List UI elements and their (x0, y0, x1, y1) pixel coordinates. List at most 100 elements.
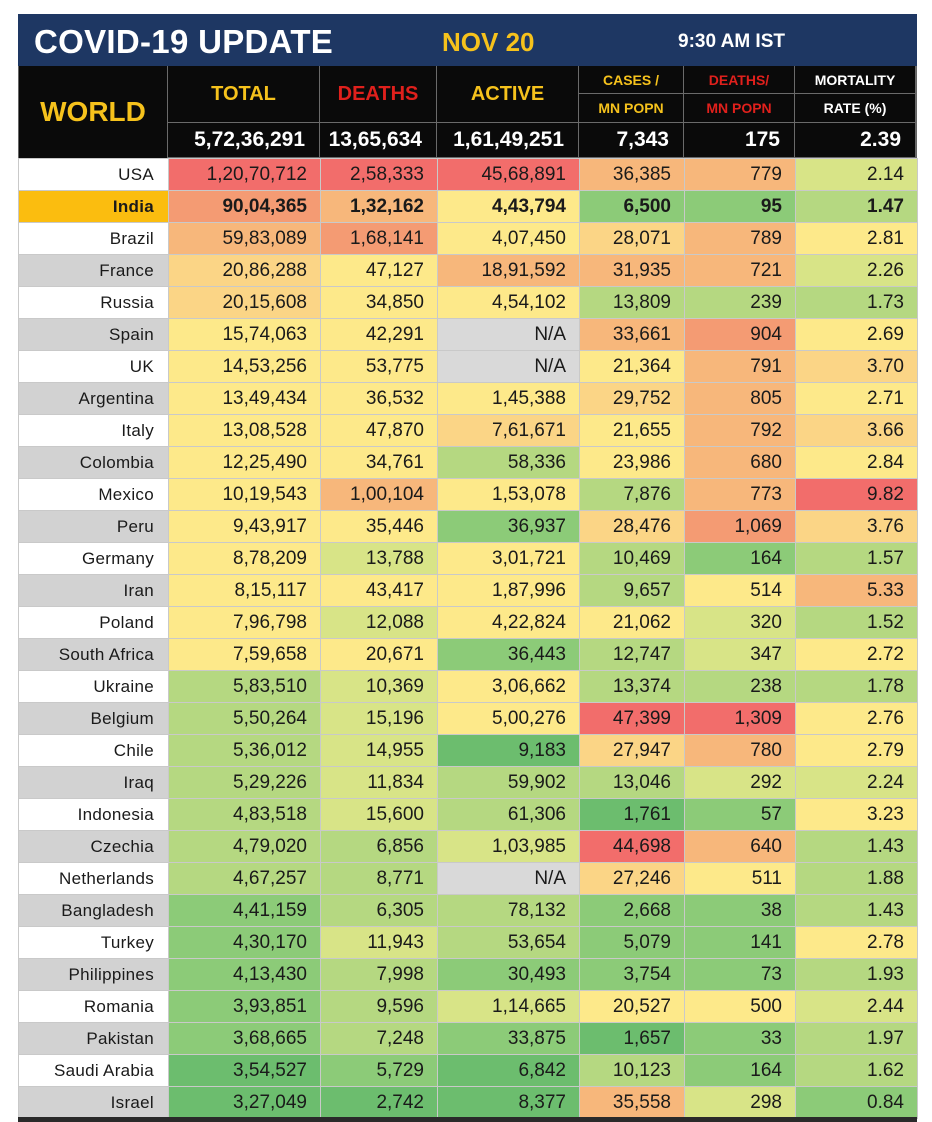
table-row: Argentina 13,49,434 36,532 1,45,388 29,752 80… (18, 382, 918, 415)
table-row: Iran 8,15,117 43,417 1,87,996 9,657 514 5.33 (18, 574, 918, 607)
cell-active: 4,22,824 (437, 606, 580, 639)
cell-active: N/A (437, 350, 580, 383)
country-name: UK (18, 350, 169, 383)
cell-mortality: 1.47 (795, 190, 918, 223)
page-title: COVID-19 UPDATE (34, 23, 334, 60)
table-row: Romania 3,93,851 9,596 1,14,665 20,527 500 2.4… (18, 990, 918, 1023)
table-row: Czechia 4,79,020 6,856 1,03,985 44,698 640 1.4… (18, 830, 918, 863)
country-name: Turkey (18, 926, 169, 959)
cell-total: 3,93,851 (168, 990, 321, 1023)
cell-mortality: 1.57 (795, 542, 918, 575)
cell-active: 6,842 (437, 1054, 580, 1087)
country-name: Bangladesh (18, 894, 169, 927)
cell-total: 59,83,089 (168, 222, 321, 255)
cell-active: N/A (437, 862, 580, 895)
country-name: Peru (18, 510, 169, 543)
covid-update-sheet: COVID-19 UPDATE NOV 20 9:30 AM IST WORLD… (18, 14, 918, 1119)
cell-mortality: 1.88 (795, 862, 918, 895)
country-table: USA 1,20,70,712 2,58,333 45,68,891 36,385 779… (18, 158, 918, 1119)
cell-deaths: 43,417 (320, 574, 438, 607)
table-row: Philippines 4,13,430 7,998 30,493 3,754 73 1.9… (18, 958, 918, 991)
cell-total: 13,08,528 (168, 414, 321, 447)
cell-active: 4,43,794 (437, 190, 580, 223)
cell-active: 5,00,276 (437, 702, 580, 735)
cell-total: 5,36,012 (168, 734, 321, 767)
cell-deaths: 11,834 (320, 766, 438, 799)
cell-mortality: 1.78 (795, 670, 918, 703)
cell-total: 3,68,665 (168, 1022, 321, 1055)
cell-active: 45,68,891 (437, 158, 580, 191)
cell-deaths-per-mn: 292 (684, 766, 796, 799)
cell-deaths-per-mn: 721 (684, 254, 796, 287)
cell-active: 4,54,102 (437, 286, 580, 319)
cell-deaths-per-mn: 1,069 (684, 510, 796, 543)
cell-mortality: 2.14 (795, 158, 918, 191)
table-row: Belgium 5,50,264 15,196 5,00,276 47,399 1,309… (18, 702, 918, 735)
cell-deaths-per-mn: 347 (684, 638, 796, 671)
table-row: Saudi Arabia 3,54,527 5,729 6,842 10,123 164 1… (18, 1054, 918, 1087)
cell-active: 53,654 (437, 926, 580, 959)
country-name: Indonesia (18, 798, 169, 831)
country-name: Mexico (18, 478, 169, 511)
cell-mortality: 2.78 (795, 926, 918, 959)
cell-active: 36,937 (437, 510, 580, 543)
country-rows: USA 1,20,70,712 2,58,333 45,68,891 36,385 779… (18, 158, 918, 1119)
table-row: Chile 5,36,012 14,955 9,183 27,947 780 2.79 (18, 734, 918, 767)
cell-total: 1,20,70,712 (168, 158, 321, 191)
bottom-border (18, 1117, 917, 1122)
cell-cases-per-mn: 36,385 (579, 158, 685, 191)
cell-cases-per-mn: 44,698 (579, 830, 685, 863)
cell-deaths: 2,742 (320, 1086, 438, 1119)
cell-active: 18,91,592 (437, 254, 580, 287)
mortality-header-line1: MORTALITY (795, 66, 915, 94)
cell-mortality: 3.76 (795, 510, 918, 543)
cell-total: 12,25,490 (168, 446, 321, 479)
country-name: Italy (18, 414, 169, 447)
table-row: France 20,86,288 47,127 18,91,592 31,935 721 2… (18, 254, 918, 287)
cell-deaths-per-mn: 791 (684, 350, 796, 383)
cell-deaths: 7,248 (320, 1022, 438, 1055)
country-name: South Africa (18, 638, 169, 671)
cell-deaths: 13,788 (320, 542, 438, 575)
cell-cases-per-mn: 1,657 (579, 1022, 685, 1055)
cell-deaths: 34,761 (320, 446, 438, 479)
mortality-header-line2: RATE (%) (823, 100, 887, 116)
cell-deaths-per-mn: 1,309 (684, 702, 796, 735)
table-row: UK 14,53,256 53,775 N/A 21,364 791 3.70 (18, 350, 918, 383)
table-row: Poland 7,96,798 12,088 4,22,824 21,062 320 1.5… (18, 606, 918, 639)
cell-deaths: 6,856 (320, 830, 438, 863)
cell-total: 5,83,510 (168, 670, 321, 703)
cell-deaths-per-mn: 792 (684, 414, 796, 447)
country-name: Romania (18, 990, 169, 1023)
cell-deaths: 8,771 (320, 862, 438, 895)
cell-mortality: 1.93 (795, 958, 918, 991)
cell-total: 3,27,049 (168, 1086, 321, 1119)
cell-deaths: 6,305 (320, 894, 438, 927)
title-bar: COVID-19 UPDATE NOV 20 9:30 AM IST (18, 14, 917, 66)
country-name: Ukraine (18, 670, 169, 703)
cell-deaths: 1,32,162 (320, 190, 438, 223)
report-time: 9:30 AM IST (678, 31, 785, 52)
table-row: USA 1,20,70,712 2,58,333 45,68,891 36,385 779… (18, 158, 918, 191)
cell-total: 8,78,209 (168, 542, 321, 575)
cell-total: 4,67,257 (168, 862, 321, 895)
cell-active: 1,53,078 (437, 478, 580, 511)
country-name: India (18, 190, 169, 223)
cell-total: 3,54,527 (168, 1054, 321, 1087)
cell-cases-per-mn: 21,655 (579, 414, 685, 447)
cell-cases-per-mn: 31,935 (579, 254, 685, 287)
country-name: Poland (18, 606, 169, 639)
table-row: Germany 8,78,209 13,788 3,01,721 10,469 164 1.… (18, 542, 918, 575)
table-row: Ukraine 5,83,510 10,369 3,06,662 13,374 238 1.… (18, 670, 918, 703)
cell-mortality: 2.26 (795, 254, 918, 287)
cell-deaths-per-mn: 320 (684, 606, 796, 639)
mortality-header: MORTALITY RATE (%) (795, 66, 916, 123)
cell-deaths: 35,446 (320, 510, 438, 543)
cell-total: 15,74,063 (168, 318, 321, 351)
cell-deaths-per-mn: 789 (684, 222, 796, 255)
cell-total: 14,53,256 (168, 350, 321, 383)
cell-cases-per-mn: 13,374 (579, 670, 685, 703)
table-row: India 90,04,365 1,32,162 4,43,794 6,500 95 1.4… (18, 190, 918, 223)
cell-total: 13,49,434 (168, 382, 321, 415)
cell-total: 20,86,288 (168, 254, 321, 287)
